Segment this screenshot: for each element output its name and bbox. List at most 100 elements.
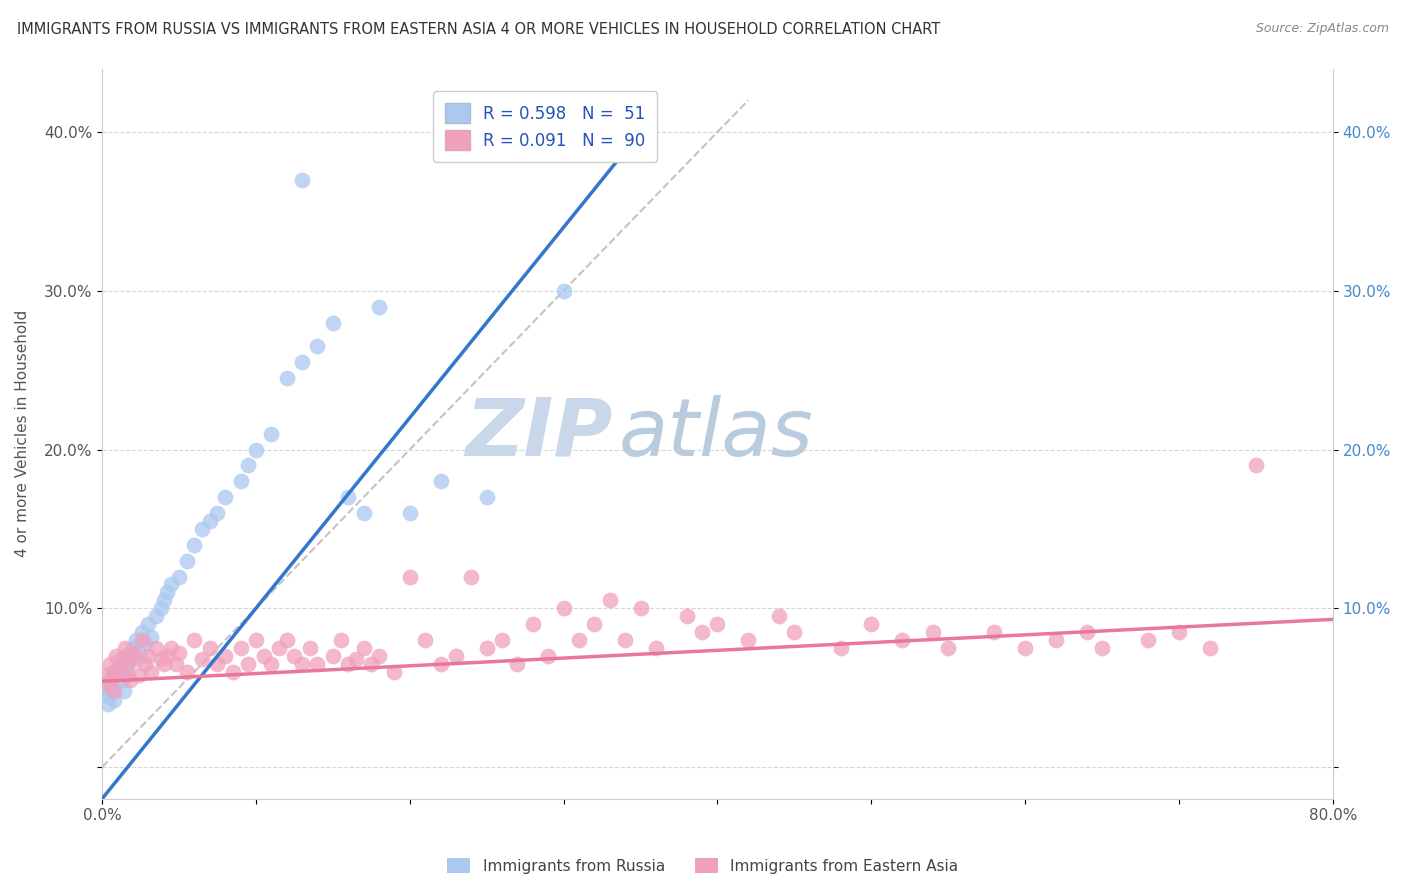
Point	[1014, 640, 1036, 655]
Point	[100, 673, 122, 687]
Point	[104, 668, 127, 682]
Point	[553, 284, 575, 298]
Point	[115, 662, 138, 676]
Point	[1045, 633, 1067, 648]
Point	[136, 648, 159, 663]
Point	[156, 648, 179, 663]
Point	[141, 630, 163, 644]
Text: Source: ZipAtlas.com: Source: ZipAtlas.com	[1256, 22, 1389, 36]
Point	[245, 633, 267, 648]
Point	[145, 609, 167, 624]
Point	[368, 648, 391, 663]
Point	[125, 633, 148, 648]
Point	[96, 689, 118, 703]
Point	[101, 665, 124, 679]
Point	[253, 648, 276, 663]
Point	[104, 648, 127, 663]
Point	[152, 657, 174, 671]
Point	[260, 657, 283, 671]
Point	[322, 316, 344, 330]
Point	[307, 339, 329, 353]
Point	[229, 640, 252, 655]
Text: IMMIGRANTS FROM RUSSIA VS IMMIGRANTS FROM EASTERN ASIA 4 OR MORE VEHICLES IN HOU: IMMIGRANTS FROM RUSSIA VS IMMIGRANTS FRO…	[17, 22, 941, 37]
Point	[107, 662, 129, 676]
Point	[444, 648, 467, 663]
Legend: R = 0.598   N =  51, R = 0.091   N =  90: R = 0.598 N = 51, R = 0.091 N = 90	[433, 92, 657, 162]
Point	[860, 617, 883, 632]
Point	[111, 673, 134, 687]
Point	[107, 665, 129, 679]
Point	[1198, 640, 1220, 655]
Point	[983, 625, 1005, 640]
Point	[307, 657, 329, 671]
Point	[921, 625, 943, 640]
Point	[198, 640, 221, 655]
Point	[115, 657, 138, 671]
Point	[291, 657, 314, 671]
Point	[568, 633, 591, 648]
Text: ZIP: ZIP	[465, 394, 613, 473]
Point	[675, 609, 697, 624]
Point	[267, 640, 290, 655]
Point	[183, 633, 205, 648]
Point	[141, 665, 163, 679]
Point	[245, 442, 267, 457]
Point	[114, 648, 136, 663]
Point	[191, 652, 214, 666]
Point	[183, 538, 205, 552]
Point	[110, 652, 132, 666]
Point	[329, 633, 352, 648]
Point	[214, 648, 236, 663]
Point	[101, 677, 124, 691]
Point	[276, 371, 298, 385]
Point	[103, 683, 125, 698]
Point	[128, 646, 150, 660]
Point	[645, 640, 668, 655]
Point	[429, 657, 451, 671]
Point	[1244, 458, 1267, 473]
Point	[768, 609, 790, 624]
Text: atlas: atlas	[619, 394, 814, 473]
Point	[368, 300, 391, 314]
Legend: Immigrants from Russia, Immigrants from Eastern Asia: Immigrants from Russia, Immigrants from …	[441, 852, 965, 880]
Point	[384, 665, 406, 679]
Point	[506, 657, 529, 671]
Point	[167, 569, 190, 583]
Point	[238, 657, 260, 671]
Point	[97, 677, 120, 691]
Point	[276, 633, 298, 648]
Point	[152, 593, 174, 607]
Point	[103, 693, 125, 707]
Point	[222, 665, 245, 679]
Point	[176, 665, 198, 679]
Point	[118, 652, 141, 666]
Point	[167, 646, 190, 660]
Point	[475, 490, 498, 504]
Point	[337, 490, 360, 504]
Point	[1091, 640, 1114, 655]
Y-axis label: 4 or more Vehicles in Household: 4 or more Vehicles in Household	[15, 310, 30, 558]
Point	[475, 640, 498, 655]
Point	[131, 625, 153, 640]
Point	[156, 585, 179, 599]
Point	[98, 657, 121, 671]
Point	[429, 475, 451, 489]
Point	[145, 640, 167, 655]
Point	[322, 648, 344, 663]
Point	[94, 668, 117, 682]
Point	[110, 657, 132, 671]
Point	[398, 506, 420, 520]
Point	[97, 697, 120, 711]
Point	[160, 640, 183, 655]
Point	[537, 648, 560, 663]
Point	[1076, 625, 1098, 640]
Point	[94, 681, 117, 695]
Point	[283, 648, 305, 663]
Point	[128, 668, 150, 682]
Point	[134, 657, 156, 671]
Point	[198, 514, 221, 528]
Point	[344, 652, 367, 666]
Point	[936, 640, 959, 655]
Point	[413, 633, 436, 648]
Point	[176, 554, 198, 568]
